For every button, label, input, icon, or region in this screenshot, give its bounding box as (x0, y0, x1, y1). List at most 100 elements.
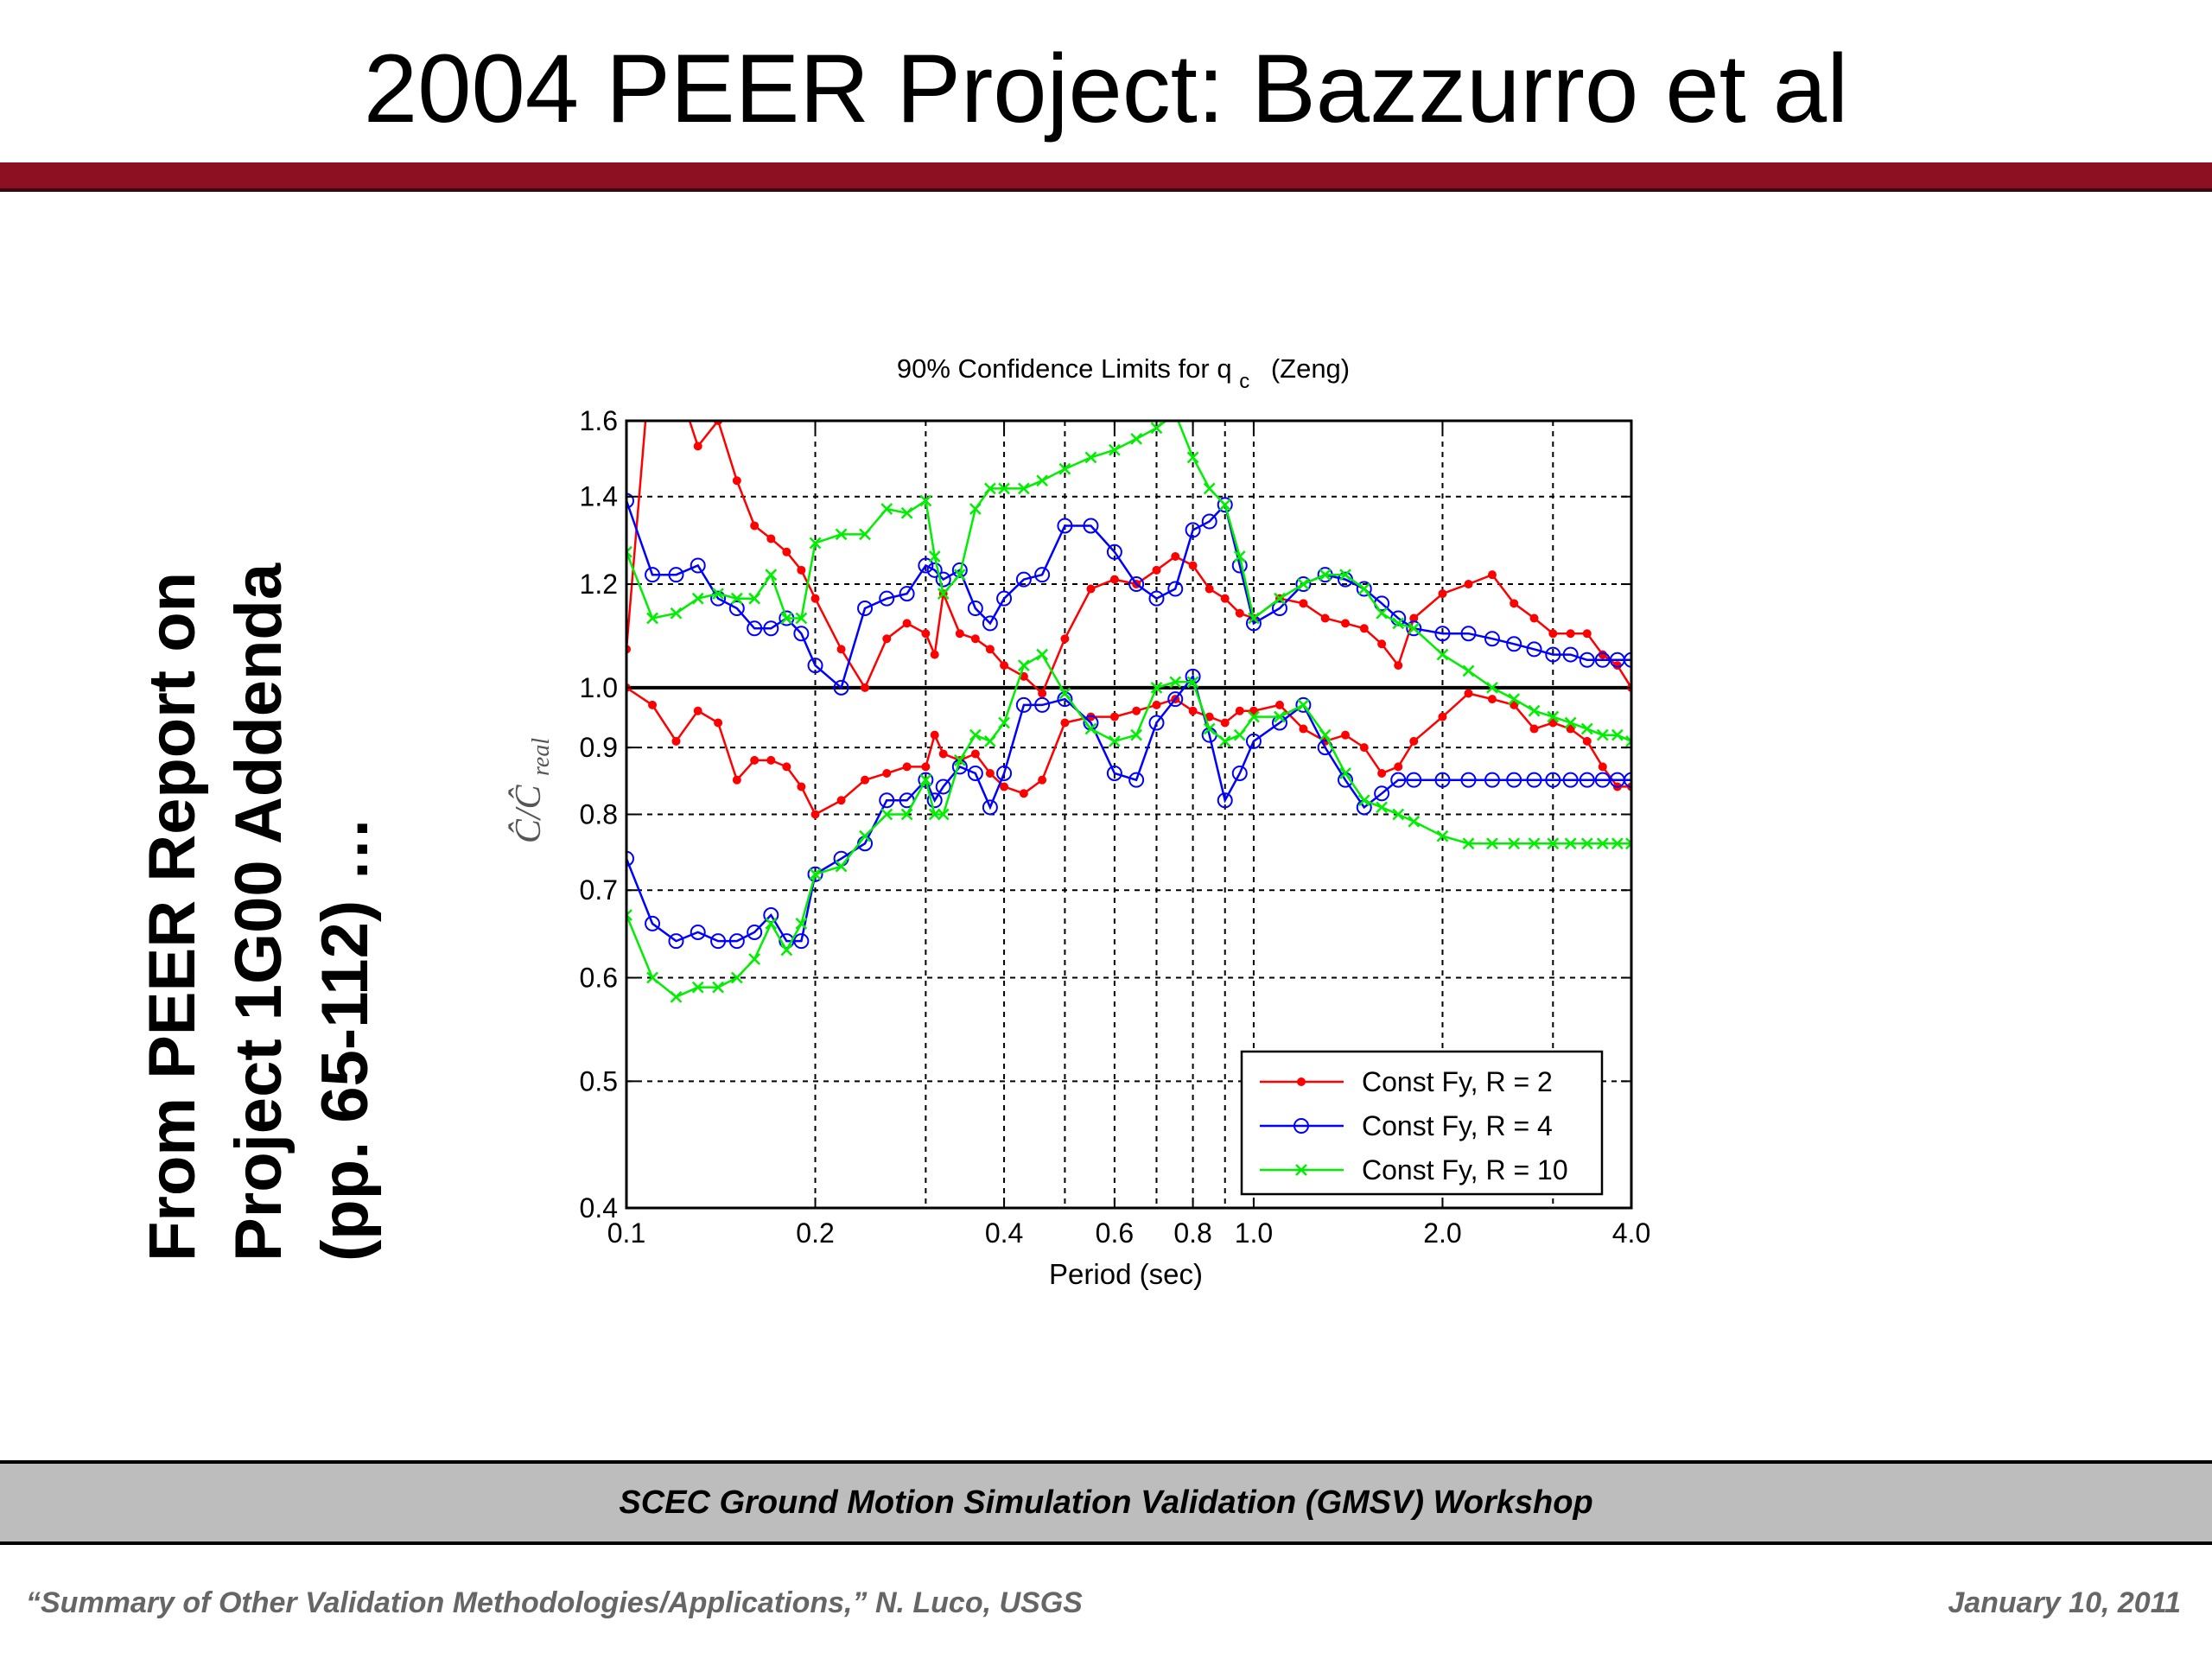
data-point-x (1130, 432, 1143, 445)
data-point-circle (1245, 733, 1262, 749)
data-point-x (984, 734, 996, 747)
y-tick-label: 1.4 (580, 481, 618, 512)
data-point-x (919, 773, 932, 786)
data-point-dot (714, 718, 723, 728)
data-point-dot (1464, 580, 1473, 589)
data-point-x-stroke (1462, 664, 1475, 677)
data-point-circle (857, 601, 874, 617)
legend-box (1240, 1050, 1604, 1196)
x-axis-label: Period (sec) (1049, 1258, 1203, 1290)
chart-title-tail: (Zeng) (1271, 353, 1350, 384)
data-point-dot (1235, 706, 1244, 715)
data-point-dot (1487, 695, 1497, 704)
data-point-circle (626, 850, 634, 867)
data-point-x-stroke (1058, 687, 1071, 700)
data-point-circle (935, 571, 951, 588)
data-point-x (1547, 710, 1560, 723)
x-tick-label: 4.0 (1612, 1217, 1650, 1249)
data-point-dot (1487, 570, 1497, 580)
data-point-circle (1217, 497, 1233, 513)
data-point-x (1339, 767, 1351, 779)
data-point-dot (930, 650, 939, 659)
data-point-circle (1015, 696, 1032, 713)
y-tick-label: 1.2 (580, 569, 618, 600)
y-axis-label: Ĉ/Ĉ real (508, 738, 555, 843)
data-point-dot (1394, 762, 1403, 772)
data-point-x (880, 503, 893, 515)
data-point-x-stroke (1357, 794, 1370, 807)
data-point-x-stroke (859, 830, 871, 842)
data-point-x-stroke (1596, 728, 1609, 741)
data-point-x (1058, 462, 1071, 475)
data-point-dot (1274, 700, 1284, 709)
data-point-x-stroke (626, 545, 632, 554)
data-point-x-stroke (900, 808, 913, 821)
series-layer (626, 376, 1631, 1003)
data-point-x-stroke (670, 607, 683, 620)
data-point-x-stroke (1036, 648, 1049, 661)
data-point-x-stroke (1084, 451, 1097, 464)
data-point-x-stroke (1486, 681, 1498, 694)
data-point-dot (1464, 689, 1473, 698)
x-tick-label: 0.6 (1096, 1217, 1134, 1249)
data-point-x-stroke (809, 537, 822, 550)
data-point-x-stroke (809, 868, 822, 880)
data-point-dot (1510, 599, 1519, 608)
data-point-circle (1356, 581, 1372, 597)
data-point-dot (1529, 724, 1539, 734)
data-point-x (1508, 693, 1521, 706)
data-point-x-stroke (953, 569, 966, 582)
data-point-dot (1152, 700, 1161, 709)
data-point-x-stroke (953, 753, 966, 766)
data-point-x-stroke (1611, 837, 1624, 850)
data-point-circle (982, 615, 998, 632)
data-point-dot (1132, 706, 1141, 715)
data-point-dot (1359, 743, 1369, 753)
data-point-x-stroke (1218, 734, 1231, 747)
legend-label: Const Fy, R = 10 (1362, 1154, 1568, 1185)
data-point-circle (996, 590, 1013, 607)
data-point-circle (1460, 626, 1477, 642)
data-point-x (765, 918, 778, 930)
footer-date: January 10, 2011 (1948, 1586, 2181, 1619)
data-point-circle (1506, 772, 1522, 788)
data-point-x-stroke (1564, 716, 1577, 729)
data-point-circle (879, 590, 895, 607)
data-point-x-stroke (646, 971, 658, 984)
data-point-circle (710, 590, 727, 607)
data-point-circle (728, 601, 745, 617)
data-point-x-stroke (1170, 409, 1180, 419)
data-point-x (835, 528, 848, 541)
data-point-circle (645, 567, 661, 583)
data-point-circle (645, 915, 661, 931)
data-point-dot (648, 700, 658, 709)
data-point-x (626, 545, 632, 558)
data-point-x-stroke (1218, 499, 1231, 512)
series-lower-line (626, 652, 1631, 999)
data-point-circle (626, 493, 634, 509)
data-point-x (1017, 482, 1030, 495)
series-r10 (626, 409, 1631, 1003)
data-point-circle (935, 779, 951, 795)
y-axis-label-sub: real (528, 738, 555, 776)
data-point-x (1248, 710, 1260, 723)
data-point-dot (750, 521, 760, 531)
data-point-x (1319, 569, 1332, 582)
data-point-circle (1106, 543, 1122, 560)
data-point-x (928, 808, 941, 821)
chart-title-main: 90% Confidence Limits for q (897, 353, 1232, 384)
data-point-dot (1566, 629, 1575, 639)
data-point-dot (1438, 589, 1447, 599)
data-point-x (1036, 648, 1049, 661)
data-point-circle (747, 620, 763, 637)
data-point-x-stroke (919, 494, 932, 507)
data-point-x (1109, 443, 1121, 456)
data-point-dot (1109, 712, 1119, 721)
data-point-circle (1460, 772, 1477, 788)
data-point-x-stroke (1017, 659, 1030, 671)
data-point-circle (1271, 601, 1287, 617)
data-point-dot (672, 376, 680, 384)
data-point-x-stroke (1274, 710, 1286, 723)
data-point-x (1625, 734, 1631, 747)
data-point-circle (1231, 765, 1248, 781)
